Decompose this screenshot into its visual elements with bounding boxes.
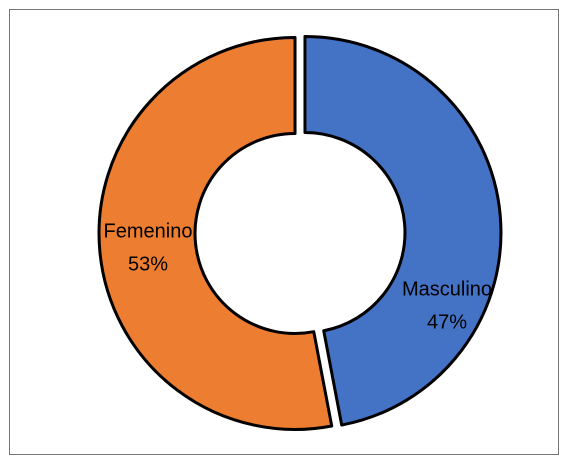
donut-slice [303, 35, 503, 427]
slice-value-label: 53% [128, 253, 168, 275]
donut-slice [97, 35, 334, 431]
slice-label: Masculino [402, 278, 492, 300]
slice-value-label: 47% [427, 311, 467, 333]
slice-label: Femenino [104, 220, 193, 242]
